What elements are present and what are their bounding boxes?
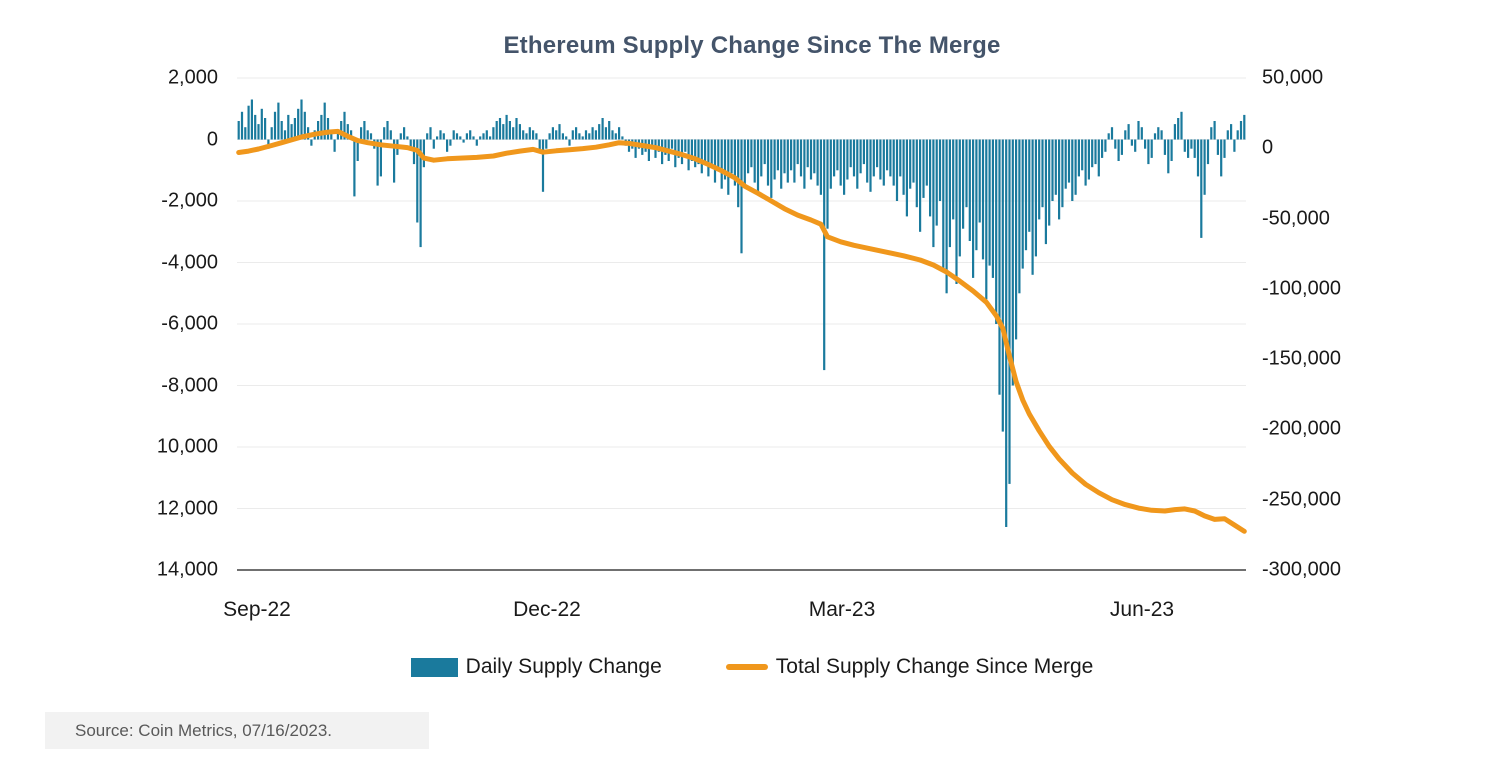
x-axis-label: Mar-23 [808,598,876,621]
axis-tick-label: -8,000 [161,374,218,396]
axis-tick-label: 10,000 [156,435,218,458]
legend-label: Daily Supply Change [465,655,662,678]
line-swatch-icon [725,664,768,670]
axis-tick-label: -100,000 [1262,277,1341,300]
axis-tick-label: 2,000 [167,66,218,89]
axis-tick-label: -4,000 [161,251,218,273]
legend-item-total-supply-change: Total Supply Change Since Merge [725,655,1094,679]
axis-tick-label: -200,000 [1262,417,1341,440]
axis-tick-label: 0 [1262,136,1274,159]
chart-title: Ethereum Supply Change Since The Merge [503,32,1001,59]
x-axis-label: Dec-22 [513,598,581,621]
legend-label: Total Supply Change Since Merge [775,655,1094,678]
axis-tick-label: -250,000 [1262,488,1341,511]
x-axis-label: Sep-22 [223,598,291,621]
axis-tick-label: -150,000 [1262,347,1341,370]
axis-tick-label: 14,000 [156,558,218,581]
bar-swatch-icon [410,657,458,677]
x-axis-label: Jun-23 [1109,598,1175,621]
source-text: Source: Coin Metrics, 07/16/2023. [75,720,333,740]
legend-item-daily-supply-change: Daily Supply Change [410,655,662,679]
legend: Daily Supply Change Total Supply Change … [0,655,1504,679]
axis-tick-label: 50,000 [1262,66,1324,89]
axis-tick-label: -50,000 [1262,207,1330,230]
axis-tick-label: 12,000 [156,497,218,519]
axis-tick-label: -6,000 [161,312,218,335]
axis-tick-label: -2,000 [161,189,218,212]
source-note: Source: Coin Metrics, 07/16/2023. [45,712,429,749]
axis-tick-label: -300,000 [1262,558,1341,581]
axis-tick-label: 0 [206,128,218,150]
